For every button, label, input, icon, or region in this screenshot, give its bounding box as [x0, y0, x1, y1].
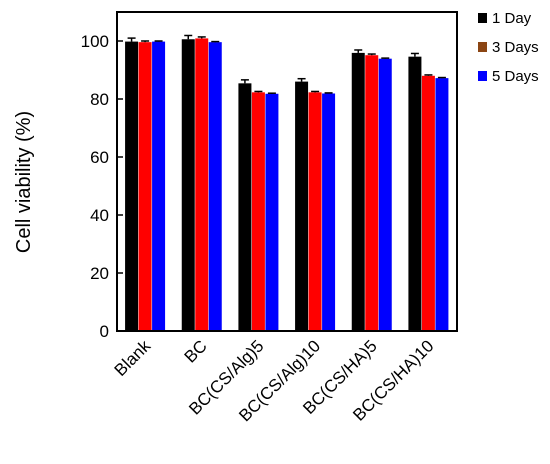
bar-2-4 — [308, 92, 322, 331]
bar-1-4 — [295, 81, 309, 331]
y-tick-label-4: 60 — [90, 148, 109, 167]
bar-1-1 — [125, 41, 139, 331]
bar-3-3 — [265, 93, 279, 331]
y-tick-label-2: 20 — [90, 264, 109, 283]
bar-3-2 — [208, 42, 222, 331]
x-categories-group: Blank BCBC(CS/Alg)5BC(CS/Alg)10BC(CS/HA)5… — [111, 336, 438, 425]
bar-1-3 — [238, 83, 252, 331]
bar-2-1 — [138, 42, 152, 331]
axes-group — [116, 11, 458, 332]
error-bars-group — [127, 34, 446, 94]
category-label-2: BC — [181, 336, 211, 366]
bar-2-6 — [421, 75, 435, 331]
bars-group — [125, 38, 449, 332]
y-tick-label-6: 100 — [81, 32, 109, 51]
legend-swatch-2 — [478, 42, 487, 52]
bar-1-2 — [181, 39, 195, 331]
y-tick-label-5: 80 — [90, 90, 109, 109]
legend-swatch-1 — [478, 13, 487, 23]
bar-2-2 — [195, 38, 209, 331]
y-ticks-group: 0 20 40 60 80 100 — [81, 32, 123, 341]
y-axis-title: Cell viability (%) — [13, 111, 35, 253]
legend: 1 Day 3 Days 5 Days — [478, 10, 539, 85]
bar-2-3 — [251, 92, 265, 331]
bar-1-6 — [408, 56, 422, 331]
y-tick-label-1: 0 — [100, 322, 109, 341]
bar-2-5 — [365, 55, 379, 332]
plot-frame — [116, 11, 458, 332]
legend-label-2: 3 Days — [492, 39, 539, 56]
bar-3-5 — [378, 58, 392, 331]
bar-3-6 — [435, 78, 449, 332]
bar-3-1 — [152, 41, 166, 331]
legend-label-1: 1 Day — [492, 10, 532, 27]
y-tick-label-3: 40 — [90, 206, 109, 225]
bar-3-4 — [322, 93, 336, 332]
category-label-1: Blank — [111, 336, 155, 380]
legend-swatch-3 — [478, 71, 487, 81]
bar-1-5 — [351, 52, 365, 331]
legend-label-3: 5 Days — [492, 68, 539, 85]
